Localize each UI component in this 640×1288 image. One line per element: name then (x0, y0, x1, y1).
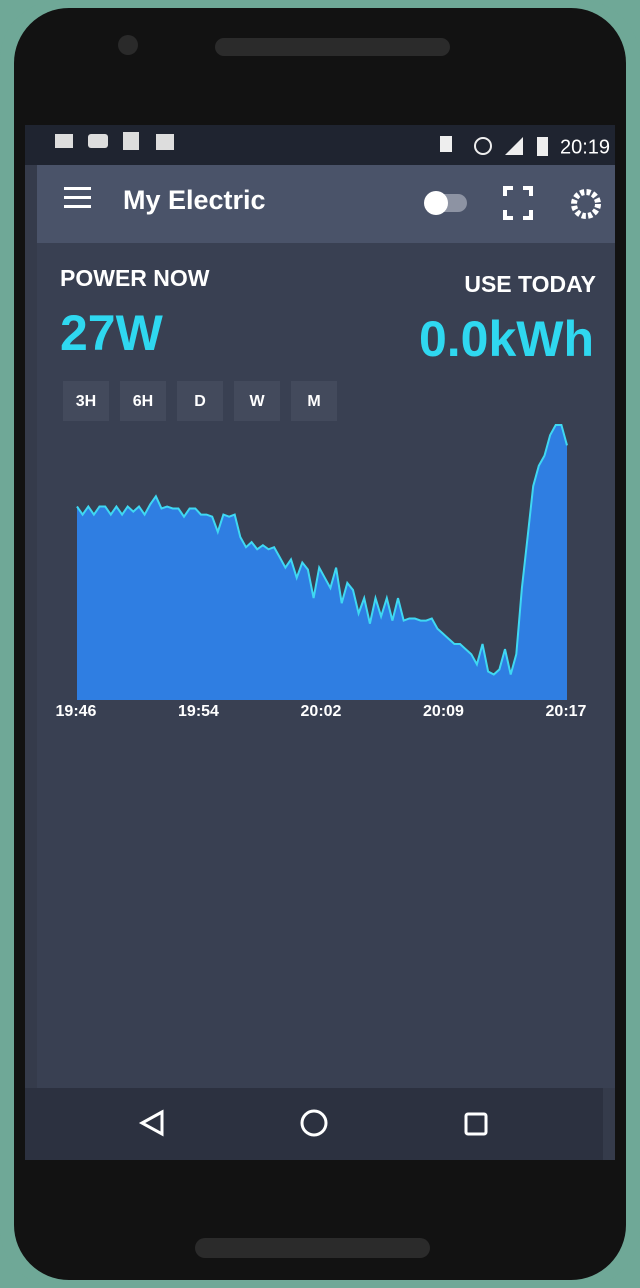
status-icon (123, 132, 139, 150)
menu-line (64, 187, 91, 190)
range-button-bg (291, 381, 337, 421)
range-button[interactable]: W (234, 381, 280, 421)
range-button-label: M (307, 393, 320, 410)
recents-button[interactable] (464, 1112, 488, 1136)
use-today-value: 0.0kWh (419, 311, 594, 367)
range-button-label: W (249, 393, 265, 410)
settings-button[interactable] (571, 189, 601, 219)
home-button[interactable] (300, 1109, 328, 1137)
battery-icon (537, 137, 548, 156)
power-now-value: 27W (60, 305, 164, 361)
range-button-label: 3H (76, 393, 96, 410)
range-button-label: 6H (133, 393, 153, 410)
app-bar (37, 165, 615, 243)
status-icon (88, 134, 108, 148)
range-buttons: 3H 6H D W M (63, 381, 337, 421)
toggle-thumb (424, 191, 448, 215)
range-button[interactable]: 6H (120, 381, 166, 421)
range-button-bg (234, 381, 280, 421)
range-button[interactable]: M (291, 381, 337, 421)
range-button-bg (177, 381, 223, 421)
nav-bar (25, 1088, 603, 1160)
range-button-bg (120, 381, 166, 421)
menu-line (64, 205, 91, 208)
x-tick-label: 20:02 (301, 703, 342, 720)
toggle[interactable] (424, 191, 467, 215)
range-button-label: D (194, 393, 206, 410)
signal-icon (505, 137, 523, 155)
x-tick-label: 20:17 (546, 703, 587, 720)
camera (118, 35, 138, 55)
x-tick-label: 19:54 (178, 703, 219, 720)
x-tick-label: 19:46 (56, 703, 97, 720)
menu-line (64, 196, 91, 199)
range-button[interactable]: 3H (63, 381, 109, 421)
status-icon (156, 134, 174, 150)
range-button[interactable]: D (177, 381, 223, 421)
status-icon (474, 137, 492, 155)
speaker (215, 38, 450, 56)
line (76, 424, 568, 676)
fullscreen-button[interactable] (503, 186, 533, 220)
back-button[interactable] (138, 1109, 164, 1137)
power-now-label: POWER NOW (60, 265, 210, 291)
use-today-label: USE TODAY (464, 271, 596, 297)
app-title: My Electric (123, 185, 266, 215)
status-icon (55, 134, 73, 148)
range-button-bg (63, 381, 109, 421)
area (77, 425, 567, 700)
menu-button[interactable] (64, 187, 91, 208)
speaker (195, 1238, 430, 1258)
chart: 19:46 19:54 20:02 20:09 20:17 (56, 424, 587, 720)
status-icon (440, 136, 452, 152)
status-time: 20:19 (560, 136, 610, 158)
x-tick-label: 20:09 (423, 703, 464, 720)
status-bar (25, 125, 615, 165)
